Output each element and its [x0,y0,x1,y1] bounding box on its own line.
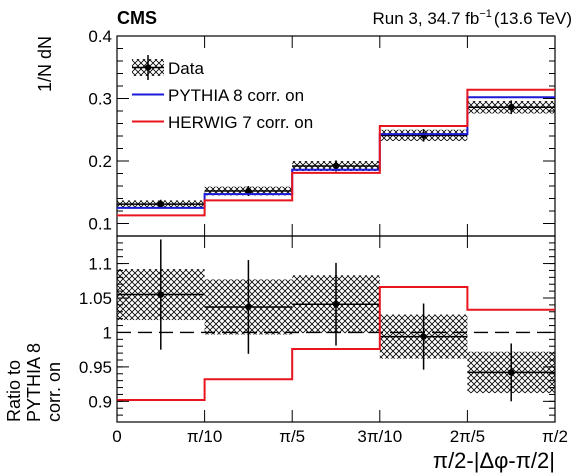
axes: 0.1 0.2 0.3 0.4 0.9 0.95 1 1.05 1.1 0 π/10 π/5 3π/10… [79,27,568,446]
top-ytick-label-2: 0.3 [88,90,112,109]
ratio-data-point-3 [420,333,427,340]
bottom-panel-frame [116,235,556,423]
ratio-ytick-label-2: 1 [103,323,112,342]
xtick-label-5: π/2 [542,427,568,446]
top-ytick-label-3: 0.4 [88,27,112,46]
ratio-data-point-4 [508,369,515,376]
legend-herwig-label: HERWIG 7 corr. on [168,113,313,132]
bottom-panel-content [117,239,555,402]
xtick-label-3: 3π/10 [357,427,402,446]
xtick-label-4: 2π/5 [450,427,485,446]
xtick-label-1: π/10 [187,427,222,446]
experiment-label: CMS [117,8,157,28]
top-ytick-label-1: 0.2 [88,152,112,171]
ratio-ytick-label-0: 0.9 [88,392,112,411]
bottom-y-title-line-3: corr. on [44,362,64,422]
xtick-label-0: 0 [112,427,121,446]
legend: Data PYTHIA 8 corr. on HERWIG 7 corr. on [132,55,313,132]
bottom-y-axis-title: Ratio to PYTHIA 8 corr. on [4,343,64,422]
energy-label: (13.6 TeV) [494,9,572,28]
legend-data-label: Data [168,59,204,78]
legend-pythia-label: PYTHIA 8 corr. on [168,86,304,105]
bottom-y-title-line-2: PYTHIA 8 [24,343,44,422]
ratio-data-point-2 [332,301,340,308]
legend-data-marker [144,64,152,71]
ratio-ytick-label-3: 1.05 [79,289,112,308]
ratio-data-point-0 [157,291,164,298]
top-data-point-1 [245,187,252,195]
legend-entry-data: Data [132,55,204,80]
ratio-herwig-7-corr-on-step-line [117,285,555,401]
top-data-point-4 [508,104,515,111]
lumi-exponent: −1 [479,8,492,20]
xtick-label-2: π/5 [279,427,305,446]
run-lumi-label: Run 3, 34.7 fb−1 (13.6 TeV) [373,8,572,28]
x-axis-title: π/2-|Δφ-π/2| [433,448,555,473]
top-panel-content [117,88,555,217]
top-y-axis-title: 1/N dN [35,36,55,92]
top-herwig-7-corr-on-step-line [117,88,555,217]
bottom-y-title-line-1: Ratio to [4,360,24,422]
ratio-ytick-label-4: 1.1 [88,255,112,274]
top-data-point-2 [332,162,340,170]
ratio-ytick-label-1: 0.95 [79,358,112,377]
ratio-data-point-1 [245,303,252,311]
run-label: Run 3, 34.7 fb [373,9,480,28]
legend-entry-pythia: PYTHIA 8 corr. on [132,86,304,105]
legend-entry-herwig: HERWIG 7 corr. on [132,113,313,132]
top-data-point-0 [157,200,164,208]
top-ytick-label-0: 0.1 [88,215,112,234]
